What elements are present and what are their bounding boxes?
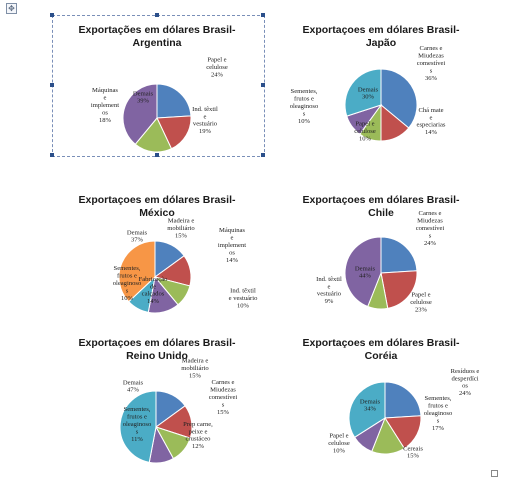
resize-handle-bottom-mid[interactable]	[155, 153, 159, 157]
chart-title: Exportaçoes em dólares Brasil-México	[79, 194, 236, 219]
resize-handle-top-left[interactable]	[50, 13, 54, 17]
move-handle-icon[interactable]: ✥	[6, 3, 17, 14]
data-label: Demais 47%	[123, 379, 144, 393]
pie-chart-1: Exportações em dólares Brasil-Argentina P…	[79, 24, 236, 153]
resize-handle-top-right[interactable]	[261, 13, 265, 17]
data-label: Sementes, frutos e oleaginoso s 10%	[290, 88, 319, 125]
pie-slice	[380, 236, 418, 274]
pie-chart-5: Exportaçoes em dólares Brasil-Reino Unid…	[79, 337, 238, 464]
page-corner-handle[interactable]	[491, 470, 498, 477]
data-label: Papel e celulose 10%	[354, 121, 376, 143]
pie-slice	[380, 68, 418, 129]
data-label: Chá mate e especiarias 14%	[417, 107, 446, 136]
chart-title: Exportaçoes em dólares Brasil-Chile	[303, 194, 460, 219]
resize-handle-mid-right[interactable]	[261, 83, 265, 87]
chart-title: Exportaçoes em dólares Brasil-Reino Unid…	[79, 337, 236, 362]
data-label: Papel e celulose 10%	[328, 433, 350, 455]
resize-handle-bottom-left[interactable]	[50, 153, 54, 157]
pie-slice	[119, 390, 157, 463]
chart-title: Exportaçoes em dólares Brasil-Coréia	[303, 337, 460, 362]
chart-title: Exportações em dólares Brasil-Argentina	[79, 24, 236, 49]
pie-chart-4: Exportaçoes em dólares Brasil-Chile Carne…	[303, 194, 460, 313]
data-label: Ind. têxtil e vestuário 9%	[316, 276, 342, 305]
pie-chart-6: Exportaçoes em dólares Brasil-Coréia Resí…	[303, 337, 480, 460]
data-label: Ind. têxtil e vestuário 10%	[229, 288, 258, 310]
data-label: Carnes e Miudezas comestívei s 24%	[416, 210, 445, 247]
pie-slice	[384, 381, 422, 419]
data-label: Madeira e mobiliário 15%	[167, 218, 195, 240]
data-label: Carnes e Miudezas comestívei s 15%	[209, 379, 238, 416]
data-label: Sementes, frutos e oleaginoso s 11%	[123, 406, 152, 443]
data-label: Demais 34%	[360, 398, 381, 412]
data-label: Madeira e mobiliário 15%	[181, 358, 209, 380]
data-label: Papel e celulose 24%	[206, 57, 228, 79]
data-label: Demais 30%	[358, 86, 379, 100]
data-label: Cereais 15%	[403, 445, 423, 459]
pie-slice	[122, 83, 158, 145]
data-label: Resíduos e desperdíci os 24%	[451, 368, 480, 397]
data-label: Máquinas e implement os 14%	[218, 227, 246, 264]
resize-handle-mid-left[interactable]	[50, 83, 54, 87]
data-label: Máquinas e implement os 18%	[91, 87, 119, 124]
data-label: Demais 39%	[133, 90, 154, 104]
data-label: Papel e celulose 23%	[410, 292, 432, 314]
pie-chart-3: Exportaçoes em dólares Brasil-MéxicoMade…	[79, 194, 258, 314]
pie-slice	[156, 83, 192, 119]
chart-title: Exportaçoes em dólares Brasil-Japão	[303, 24, 460, 49]
data-label: Prep carne, peixe e crustáceo 12%	[183, 421, 213, 450]
resize-handle-bottom-right[interactable]	[261, 153, 265, 157]
data-label: Carnes e Miudezas comestívei s 36%	[417, 45, 446, 82]
pie-slice	[348, 381, 386, 438]
pie-slice	[156, 115, 192, 150]
pie-slice	[118, 240, 156, 303]
data-label: Demais 44%	[355, 265, 376, 279]
data-label: Fabricação de calçados 14%	[139, 276, 169, 305]
pie-slice	[344, 68, 382, 117]
data-label: Ind. têxtil e vestuário 19%	[192, 106, 218, 135]
pie-slice	[344, 236, 382, 308]
resize-handle-top-mid[interactable]	[155, 13, 159, 17]
data-label: Sementes, frutos e oleaginoso s 10%	[113, 265, 142, 302]
data-label: Sementes, frutos e oleaginoso s 17%	[424, 395, 453, 432]
cropped-caption-line	[0, 480, 520, 488]
data-label: Demais 37%	[127, 229, 148, 243]
pie-slice	[380, 270, 418, 309]
pie-chart-2: Exportaçoes em dólares Brasil-Japão Carne…	[290, 24, 460, 142]
